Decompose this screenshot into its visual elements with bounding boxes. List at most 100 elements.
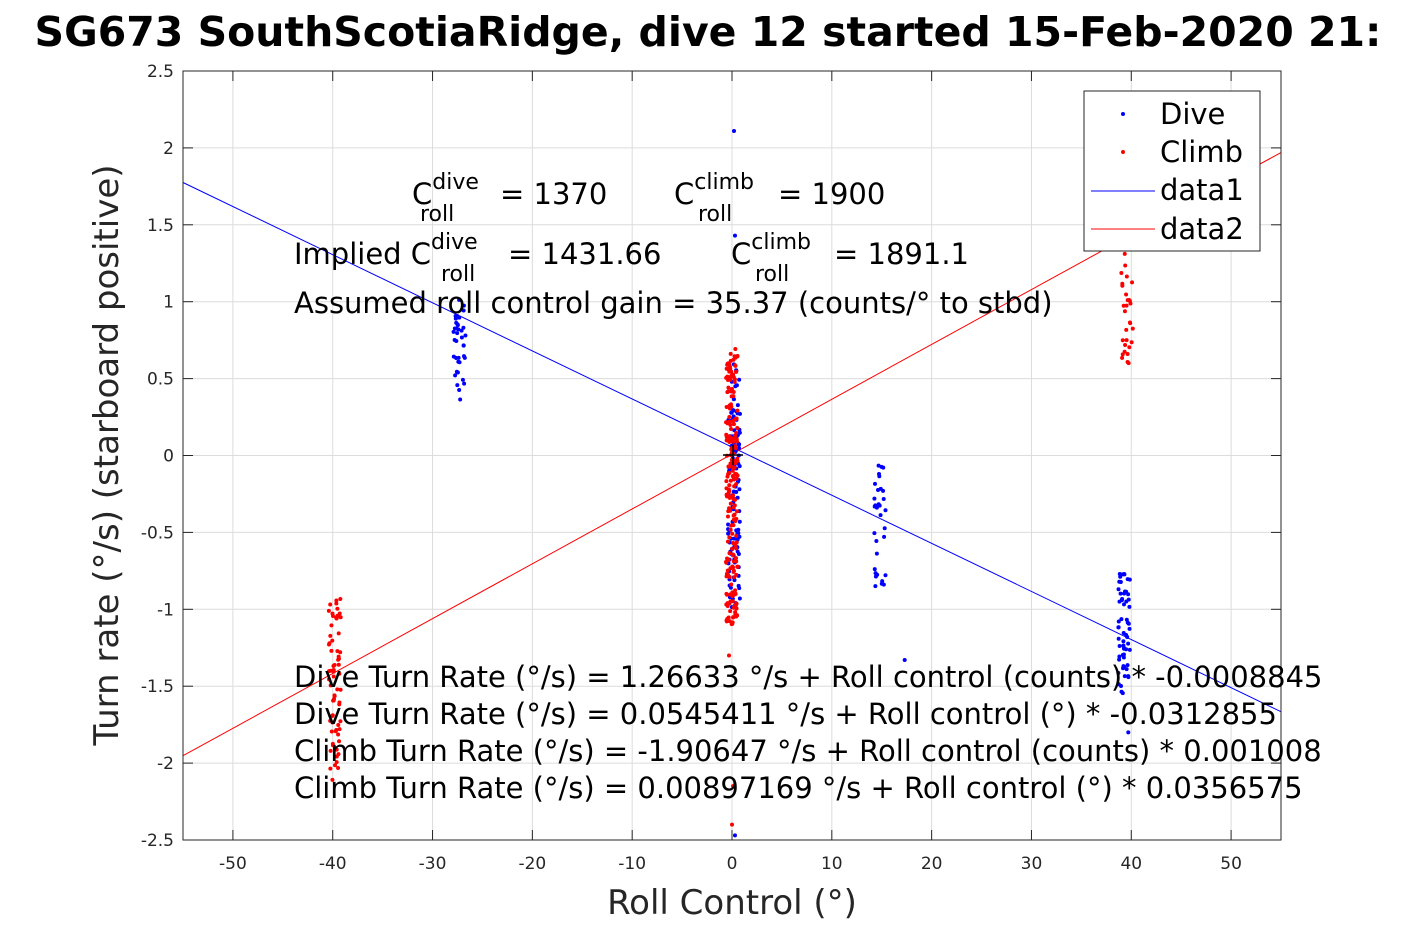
- point-climb: [334, 598, 339, 603]
- point-climb: [724, 404, 729, 409]
- point-climb: [1127, 298, 1132, 303]
- point-dive: [883, 573, 888, 578]
- point-climb: [729, 447, 734, 452]
- point-climb: [731, 357, 736, 362]
- point-climb: [337, 671, 342, 676]
- point-climb: [728, 599, 733, 604]
- x-tick-label: 10: [821, 854, 843, 874]
- point-climb: [330, 714, 335, 719]
- legend-data2-label: data2: [1160, 212, 1244, 246]
- point-climb: [725, 603, 730, 608]
- point-climb: [328, 633, 333, 638]
- point-dive: [872, 496, 877, 501]
- point-climb: [734, 472, 739, 477]
- point-climb: [733, 543, 738, 548]
- point-dive: [732, 233, 737, 238]
- origin-marker: [723, 445, 743, 465]
- point-dive: [457, 388, 462, 393]
- point-climb: [1121, 303, 1126, 308]
- point-climb: [1124, 338, 1129, 343]
- point-climb: [1124, 274, 1129, 279]
- point-dive: [459, 328, 464, 333]
- point-climb: [334, 760, 339, 765]
- point-climb: [727, 414, 732, 419]
- point-dive: [1121, 652, 1126, 657]
- point-dive: [1125, 663, 1130, 668]
- point-climb: [1124, 292, 1129, 297]
- c-roll-climb-annotation: Cclimb roll= 1900: [674, 170, 885, 227]
- point-dive: [737, 596, 742, 601]
- y-tick-label: -1.5: [141, 677, 174, 697]
- x-tick-label: 50: [1220, 854, 1242, 874]
- legend-box: [1083, 90, 1261, 252]
- point-climb: [730, 553, 735, 558]
- point-dive: [462, 381, 467, 386]
- y-tick-label: 1.5: [147, 216, 174, 236]
- point-climb: [331, 674, 336, 679]
- point-climb: [733, 446, 738, 451]
- point-climb: [1128, 301, 1133, 306]
- point-dive: [732, 833, 737, 838]
- point-dive: [1119, 684, 1124, 689]
- point-climb: [734, 482, 739, 487]
- point-dive: [872, 567, 877, 572]
- y-tick-label: -0.5: [141, 523, 174, 543]
- point-dive: [1126, 674, 1131, 679]
- point-dive: [876, 488, 881, 493]
- point-climb: [733, 588, 738, 593]
- point-climb: [731, 496, 736, 501]
- point-dive: [736, 583, 741, 588]
- point-climb: [1130, 326, 1135, 331]
- point-climb: [1124, 327, 1129, 332]
- point-dive: [736, 527, 741, 532]
- point-climb: [336, 732, 341, 737]
- point-climb: [733, 610, 738, 615]
- point-climb: [331, 663, 336, 668]
- point-climb: [724, 420, 729, 425]
- equation-3: Climb Turn Rate (°/s) = -1.90647 °/s + R…: [294, 734, 1322, 768]
- point-dive: [1126, 592, 1131, 597]
- point-climb: [334, 601, 339, 606]
- point-climb: [731, 523, 736, 528]
- point-climb: [730, 822, 734, 827]
- point-dive: [731, 408, 736, 413]
- point-dive: [881, 488, 886, 493]
- point-climb: [735, 439, 740, 444]
- point-dive: [734, 489, 739, 494]
- point-dive: [735, 403, 740, 408]
- point-climb: [330, 777, 335, 782]
- ticks: [183, 70, 1281, 841]
- point-climb: [330, 741, 335, 746]
- point-climb: [725, 437, 730, 442]
- point-dive: [881, 497, 886, 502]
- point-climb: [735, 613, 740, 618]
- legend-dive-label: Dive: [1160, 97, 1225, 131]
- point-climb: [735, 425, 740, 430]
- point-dive: [1121, 666, 1126, 671]
- point-dive: [737, 464, 742, 469]
- point-climb: [1120, 338, 1125, 343]
- point-climb: [730, 546, 735, 551]
- point-climb: [332, 694, 337, 699]
- point-climb: [733, 417, 738, 422]
- point-dive: [454, 355, 459, 360]
- point-climb: [727, 535, 732, 540]
- point-climb: [735, 458, 740, 463]
- point-climb: [729, 404, 734, 409]
- point-dive: [876, 471, 881, 476]
- point-dive: [872, 531, 877, 536]
- point-climb: [337, 611, 342, 616]
- point-dive: [457, 297, 462, 302]
- point-dive: [1121, 645, 1126, 650]
- point-climb: [1126, 361, 1131, 366]
- point-climb: [336, 654, 341, 659]
- point-climb: [329, 623, 334, 628]
- point-climb: [724, 494, 729, 499]
- point-dive: [1120, 691, 1125, 696]
- point-dive: [461, 343, 466, 348]
- point-climb: [731, 505, 736, 510]
- point-climb: [328, 602, 333, 607]
- point-climb: [336, 657, 341, 662]
- point-climb: [728, 501, 733, 506]
